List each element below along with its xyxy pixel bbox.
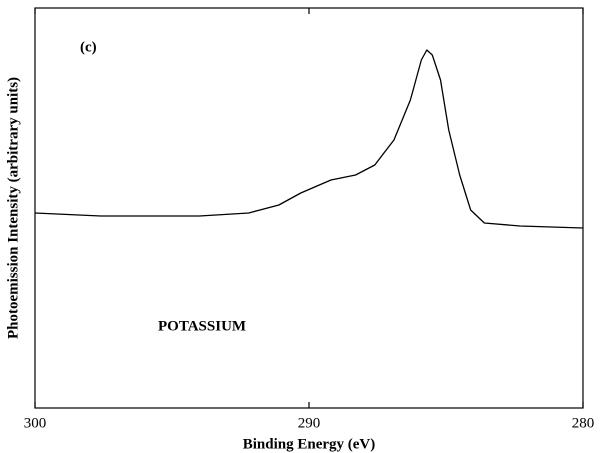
y-axis-label: Photoemission Intensity (arbitrary units… — [5, 77, 21, 339]
annotation: POTASSIUM — [158, 318, 246, 334]
panel-label: (c) — [80, 39, 97, 55]
x-tick-label: 290 — [298, 415, 321, 431]
x-tick-label: 300 — [24, 415, 47, 431]
plot-frame — [34, 7, 584, 409]
spectrum-line — [34, 49, 584, 229]
x-axis-label: Binding Energy (eV) — [243, 436, 376, 452]
x-tick-label: 280 — [572, 415, 595, 431]
